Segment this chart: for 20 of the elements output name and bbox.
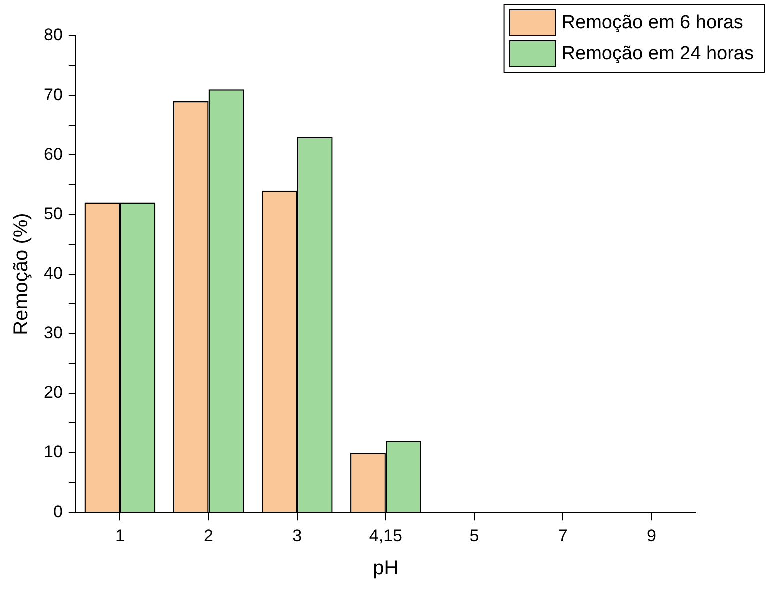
y-tick-label: 60 xyxy=(44,144,63,164)
x-tick-label: 1 xyxy=(115,526,125,546)
x-tick-label: 5 xyxy=(470,526,480,546)
y-tick-label: 10 xyxy=(44,442,63,462)
x-tick-label: 4,15 xyxy=(369,526,402,546)
x-tick-label: 7 xyxy=(558,526,568,546)
y-tick-label: 70 xyxy=(44,85,63,104)
y-tick-label: 50 xyxy=(44,204,63,224)
x-tick-label: 2 xyxy=(204,526,214,546)
y-tick-label: 80 xyxy=(44,26,63,45)
y-tick-label: 30 xyxy=(44,324,63,343)
y-tick-label: 0 xyxy=(53,502,63,522)
x-axis-title: pH xyxy=(373,558,399,580)
x-tick-label: 3 xyxy=(292,526,302,546)
y-axis-title: Remoção (%) xyxy=(10,213,33,336)
legend-label: Remoção em 6 horas xyxy=(562,12,744,34)
y-tick-label: 20 xyxy=(44,383,63,402)
x-tick-label: 9 xyxy=(646,526,656,546)
legend-label: Remoção em 24 horas xyxy=(562,44,754,65)
y-tick-label: 40 xyxy=(44,264,63,283)
